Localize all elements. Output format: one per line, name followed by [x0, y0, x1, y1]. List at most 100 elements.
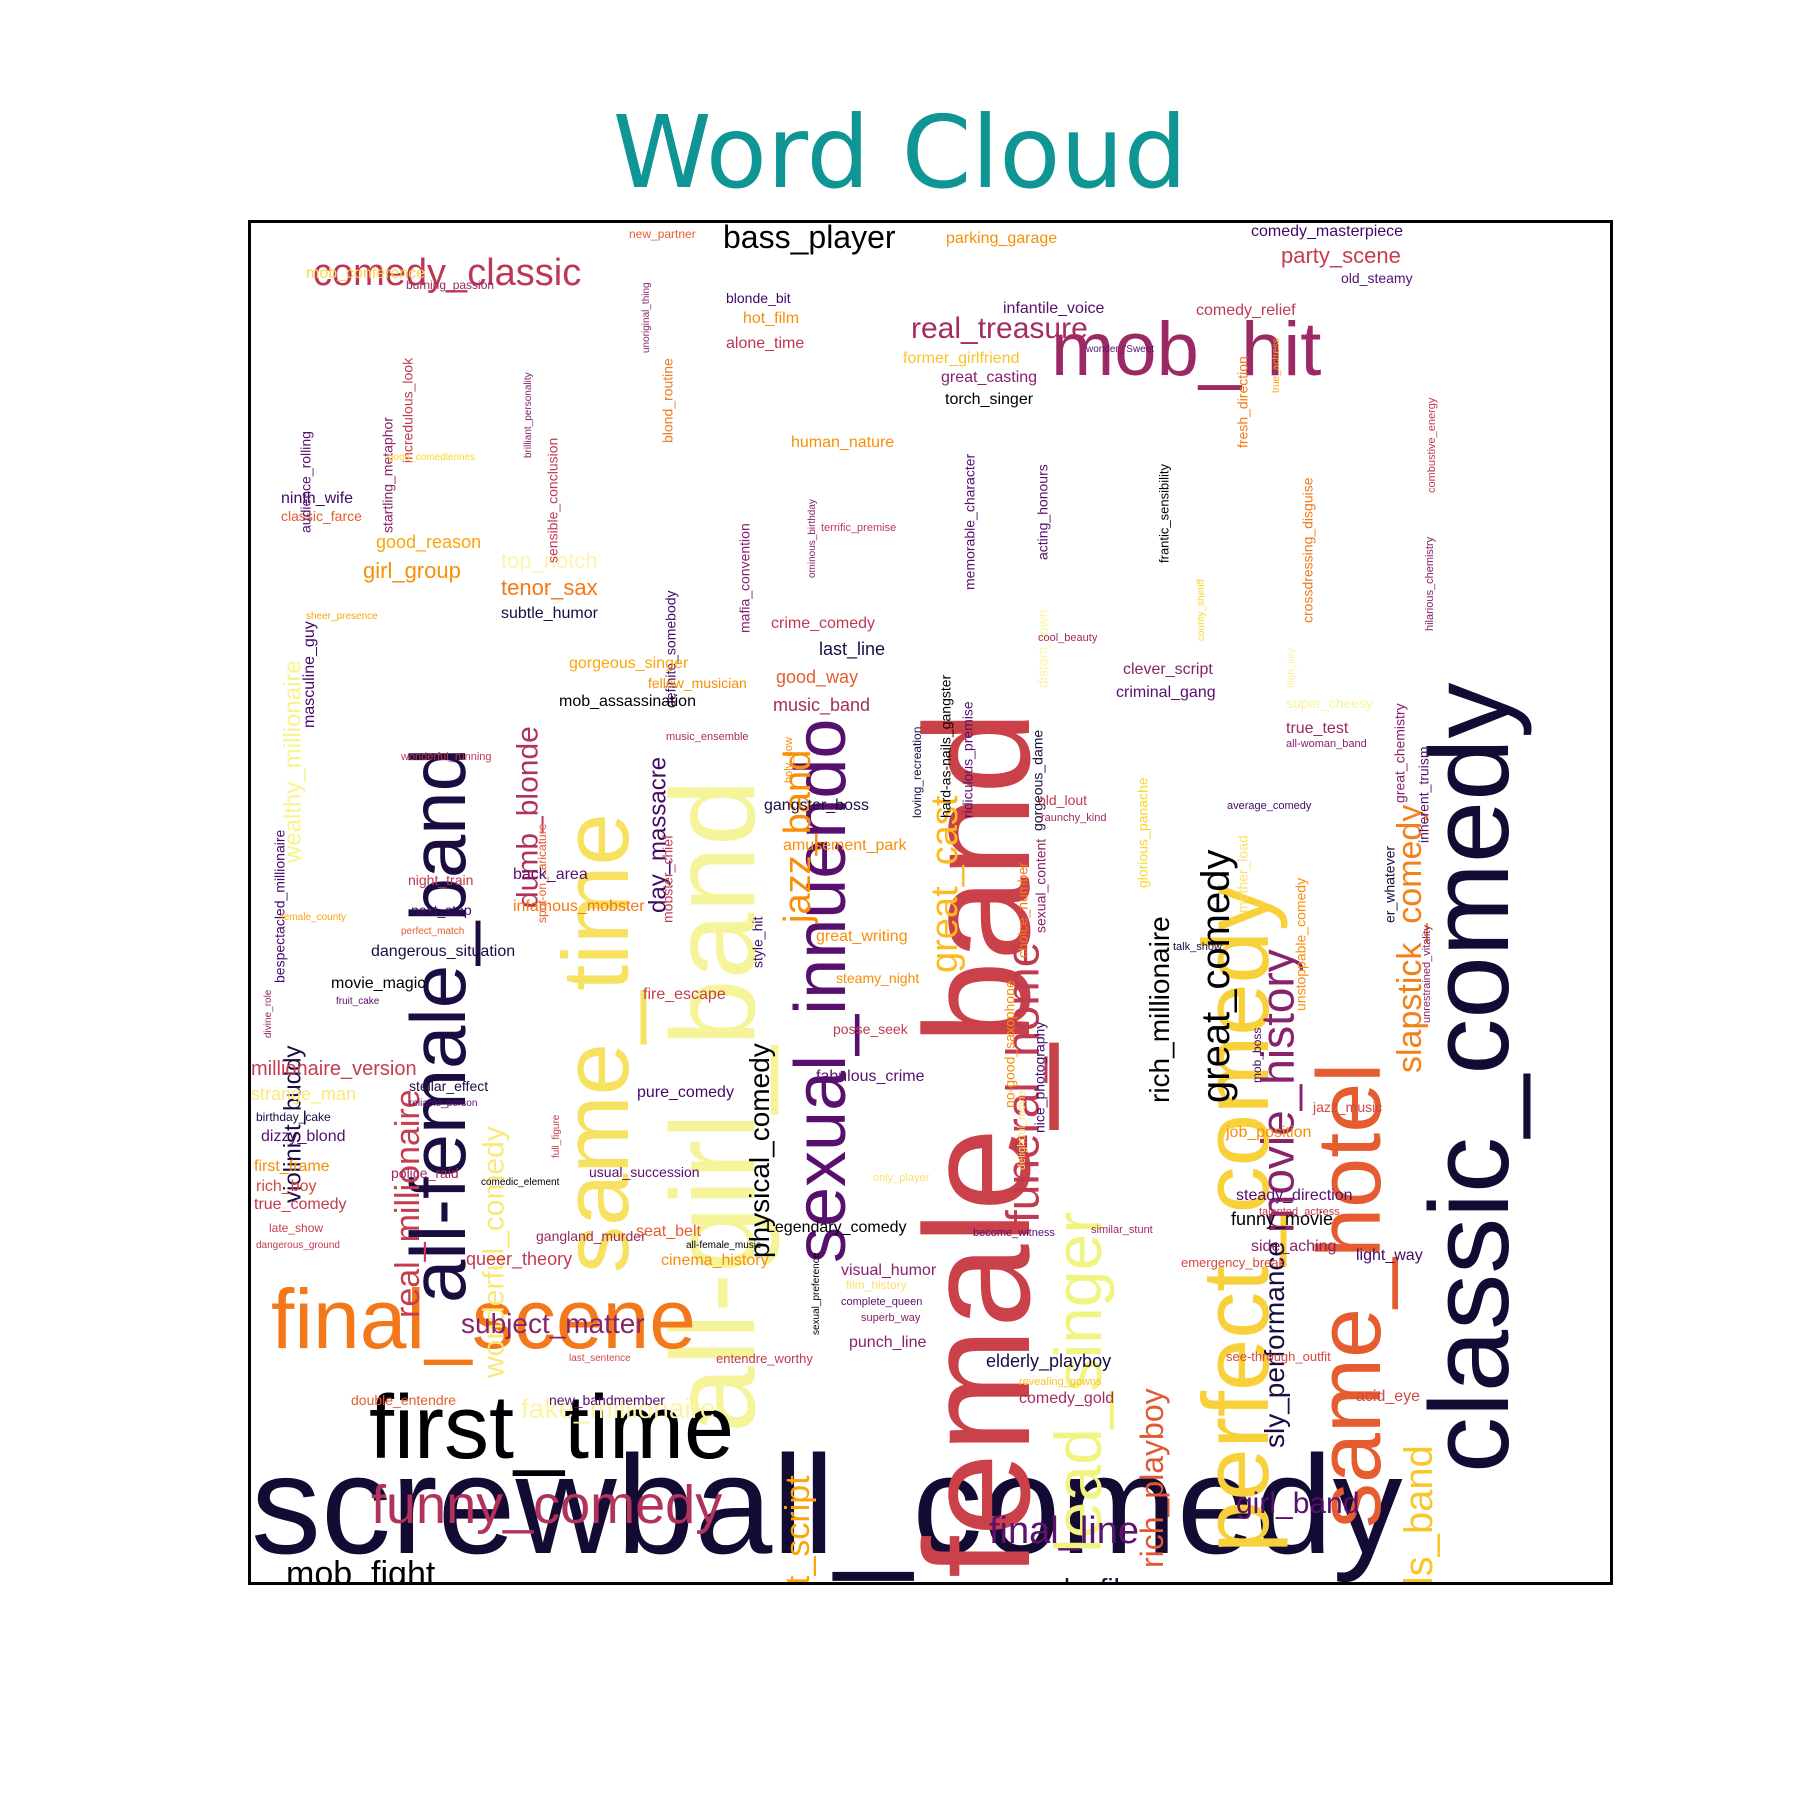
word-44: wealthy_millionaire [280, 660, 307, 864]
word-4: classic_comedy [1407, 682, 1532, 1473]
word-136: jazz_music [1312, 1099, 1382, 1115]
word-76: spot-on_caricature [535, 823, 549, 923]
word-140: talk_show [1173, 941, 1222, 953]
word-119: entendre_worthy [716, 1351, 813, 1366]
word-183: great_writing [816, 928, 908, 945]
word-7: same_hotel [1300, 1063, 1400, 1528]
word-2: female_band [893, 711, 1061, 1578]
word-132: talented_actress [1259, 1206, 1340, 1218]
word-197: unrestrained_vitality [1421, 925, 1433, 1023]
word-25: great_cast [924, 795, 966, 973]
word-80: perfect_match [401, 926, 464, 937]
word-151: fresh_direction [1234, 356, 1250, 448]
word-47: top_notch [501, 548, 598, 573]
word-35: physical_comedy [744, 1043, 775, 1258]
word-11: first_time [369, 1378, 734, 1478]
word-181: raunchy_kind [1041, 812, 1106, 824]
word-121: new_bandmember [549, 1392, 665, 1408]
word-67: definite_somebody [662, 590, 678, 708]
word-39: subject_matter [461, 1308, 645, 1339]
word-93: reliable_person [409, 1098, 477, 1109]
word-123: revealing_gowns [1019, 1376, 1102, 1388]
word-115: complete_queen [841, 1296, 922, 1308]
word-33: rich_millionaire [1144, 916, 1175, 1103]
word-62: blonde_bit [726, 290, 791, 306]
word-102: rich_boy [256, 1178, 316, 1195]
word-3: all-girl_band [646, 779, 780, 1433]
word-13: mob_hit [1051, 307, 1321, 392]
word-160: torch_singer [945, 391, 1034, 408]
word-107: seat_belt [636, 1223, 701, 1240]
word-12: lead_singer [1041, 1212, 1115, 1553]
word-171: good_way [776, 667, 858, 688]
word-84: mobster_chief [659, 835, 675, 923]
word-112: sexual_preference [811, 1252, 822, 1335]
word-101: usual_succession [589, 1164, 700, 1180]
word-158: former_girlfriend [903, 350, 1019, 367]
word-64: alone_time [726, 335, 804, 352]
word-188: sexual_content [1032, 839, 1048, 933]
word-150: true_actress [1271, 338, 1282, 393]
word-36: bass_player [723, 223, 896, 255]
word-152: wonder_'Sweet [1085, 344, 1154, 355]
word-128: light_way [1356, 1247, 1423, 1264]
word-161: human_nature [791, 434, 894, 451]
word-116: superb_way [861, 1312, 921, 1324]
word-184: steamy_night [836, 970, 919, 986]
chart-title: Word Cloud [612, 94, 1188, 211]
word-172: music_band [773, 695, 870, 716]
word-57: new_partner [629, 227, 696, 241]
word-178: ridiculous_premise [959, 701, 975, 818]
word-86: fire_escape [643, 986, 726, 1003]
word-124: comedy_gold [1019, 1390, 1114, 1407]
word-79: female_county [281, 912, 346, 923]
word-186: fabulous_crime [816, 1068, 925, 1085]
word-154: old_steamy [1341, 270, 1413, 286]
word-164: memorable_character [961, 453, 977, 590]
word-120: double_entendre [351, 1392, 456, 1408]
word-49: girl_group [363, 558, 461, 583]
word-89: divine_role [263, 989, 274, 1038]
word-55: incredulous_look [399, 357, 415, 463]
word-51: ninth_wife [281, 490, 353, 507]
word-105: dangerous_ground [256, 1240, 340, 1251]
word-179: gorgeous_dame [1029, 730, 1045, 831]
word-169: crime_comedy [771, 615, 875, 632]
word-68: subtle_humor [501, 605, 599, 622]
word-138: unstoppable_comedy [1292, 878, 1308, 1011]
word-37: mob_fight [286, 1555, 436, 1582]
word-113: visual_humor [841, 1262, 937, 1279]
word-182: glorious_panache [1134, 777, 1150, 888]
word-153: comedy_masterpiece [1251, 223, 1403, 240]
word-45: party_scene [1281, 243, 1401, 268]
word-cloud-frame: screwball_comedy female_band all-girl_band… [248, 220, 1613, 1585]
word-148: county_sheriff [1196, 579, 1207, 641]
word-198: er_whatever [1381, 846, 1397, 923]
word-125: acid_eye [1356, 1388, 1420, 1405]
word-168: frantic_sensibility [1157, 464, 1172, 563]
word-83: infamous_mobster [513, 898, 645, 915]
word-109: queer_theory [466, 1249, 572, 1270]
word-99: police_raid [391, 1165, 459, 1181]
word-59: brilliant_personality [523, 372, 534, 458]
word-118: last_sentence [569, 1353, 631, 1364]
word-106: gangland_murder [536, 1228, 646, 1244]
word-5: perfect_comedy [1183, 884, 1288, 1553]
word-156: parking_garage [946, 230, 1057, 247]
word-78: next_stop [411, 902, 472, 918]
word-42: fake_millionaire [521, 1393, 716, 1424]
word-176: loving_recreation [910, 727, 924, 818]
word-54: startling_metaphor [379, 417, 395, 533]
word-129: side_aching [1251, 1238, 1336, 1255]
word-22: final_line [989, 1510, 1139, 1552]
word-134: similar_stunt [1091, 1224, 1153, 1236]
word-104: late_show [269, 1221, 323, 1235]
word-61: good_comediennes [388, 452, 475, 463]
word-27: great_script [779, 1475, 817, 1582]
word-103: true_comedy [254, 1196, 347, 1213]
word-46: mob_conference [306, 265, 425, 282]
word-126: see-through_outfit [1226, 1349, 1331, 1364]
word-6: same_time [543, 813, 648, 1273]
word-81: dangerous_situation [371, 943, 515, 960]
